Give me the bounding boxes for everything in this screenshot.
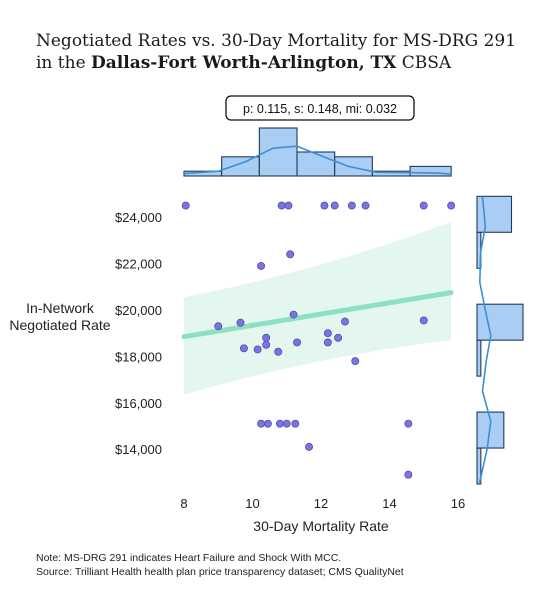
- data-point-15: [341, 317, 349, 326]
- x-tick-label-4: 16: [451, 496, 465, 511]
- x-hist-bar-6: [409, 165, 452, 177]
- data-point-6: [361, 201, 370, 210]
- footnote-note: Note: MS-DRG 291 indicates Heart Failure…: [36, 552, 342, 564]
- data-point-23: [293, 338, 301, 347]
- regression-line: [181, 290, 454, 340]
- x-hist-bar-4: [334, 156, 373, 177]
- y-tick-label-0: $14,000: [115, 442, 162, 457]
- y-tick-label-4: $22,000: [115, 257, 162, 272]
- data-point-5: [347, 201, 356, 210]
- data-point-12: [214, 322, 223, 331]
- data-point-31: [404, 419, 413, 428]
- y-hist-bar-4: [476, 303, 524, 341]
- chart-title: Negotiated Rates vs. 30-Day Mortality fo…: [36, 30, 536, 74]
- x-axis-label: 30-Day Mortality Rate: [253, 518, 389, 534]
- y-axis-label-line-0: In-Network: [26, 300, 95, 316]
- data-point-22: [274, 347, 283, 356]
- data-point-8: [447, 201, 456, 210]
- data-point-1: [277, 201, 286, 210]
- data-point-25: [351, 357, 360, 365]
- y-kde-curve: [478, 196, 492, 485]
- data-point-28: [275, 419, 284, 428]
- x-tick-label-2: 12: [314, 496, 328, 511]
- data-point-3: [320, 201, 329, 210]
- x-tick-label-3: 14: [382, 496, 396, 511]
- x-hist-bar-1: [221, 156, 260, 177]
- data-point-0: [181, 201, 190, 210]
- data-point-16: [419, 316, 428, 325]
- data-point-14: [262, 333, 271, 342]
- chart-title-line2: in the Dallas-Fort Worth-Arlington, TX C…: [36, 52, 536, 74]
- data-point-29: [282, 419, 291, 428]
- title-prefix: in the: [36, 53, 92, 73]
- stats-label: p: 0.115, s: 0.148, mi: 0.032: [243, 102, 397, 116]
- y-tick-label-3: $20,000: [115, 303, 162, 318]
- data-point-21: [253, 345, 262, 354]
- data-point-9: [286, 250, 295, 259]
- y-hist-bar-7: [476, 195, 513, 233]
- data-point-17: [323, 329, 332, 338]
- data-point-20: [239, 344, 248, 353]
- chart-title-line1: Negotiated Rates vs. 30-Day Mortality fo…: [36, 31, 517, 51]
- y-tick-label-2: $18,000: [115, 349, 162, 364]
- x-hist-bar-3: [296, 151, 336, 177]
- y-hist-bar-3: [476, 339, 482, 377]
- footnote-source: Source: Trilliant Health health plan pri…: [36, 566, 404, 578]
- title-cbsa-name: Dallas-Fort Worth-Arlington, TX: [91, 53, 397, 73]
- data-point-30: [291, 419, 300, 428]
- data-point-33: [404, 470, 413, 479]
- title-suffix: CBSA: [396, 53, 452, 73]
- x-tick-label-0: 8: [180, 496, 187, 511]
- data-point-10: [257, 261, 266, 270]
- y-tick-label-1: $16,000: [115, 396, 162, 411]
- y-axis-label-line-1: Negotiated Rate: [9, 317, 110, 333]
- data-point-27: [263, 419, 272, 428]
- data-point-4: [330, 201, 339, 210]
- data-point-32: [305, 442, 313, 451]
- y-axis-label: In-Network Negotiated Rate: [9, 300, 110, 333]
- stats-box: [225, 95, 415, 121]
- data-point-19: [262, 340, 271, 349]
- data-point-13: [236, 318, 245, 327]
- data-point-24: [323, 338, 332, 347]
- data-point-7: [419, 201, 428, 210]
- x-kde-curve: [183, 145, 452, 175]
- data-point-2: [284, 201, 293, 210]
- data-point-18: [334, 333, 343, 342]
- confidence-band: [184, 221, 452, 395]
- x-tick-label-1: 10: [245, 496, 259, 511]
- footnote: Note: MS-DRG 291 indicates Heart Failure…: [36, 551, 404, 579]
- data-point-26: [257, 419, 266, 428]
- data-point-11: [289, 310, 298, 319]
- y-tick-label-5: $24,000: [115, 210, 162, 225]
